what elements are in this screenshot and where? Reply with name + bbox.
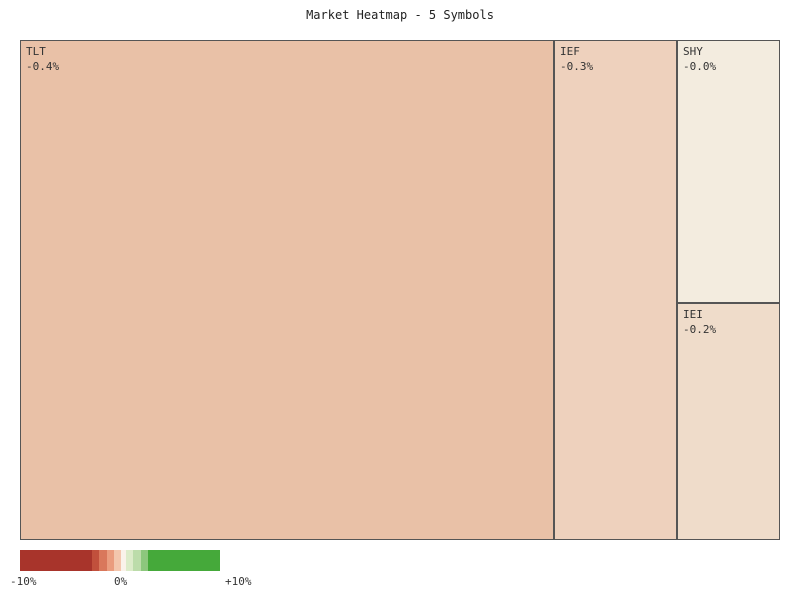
color-scale-legend xyxy=(20,550,221,571)
tile-symbol: SHY xyxy=(683,45,703,58)
legend-mid-label: 0% xyxy=(114,575,128,588)
legend-color-stop xyxy=(106,550,114,571)
legend-color-stop xyxy=(113,550,122,571)
legend-color-stop xyxy=(126,550,134,571)
legend-color-stop xyxy=(147,550,221,571)
legend-color-stop xyxy=(140,550,148,571)
tile-symbol: IEF xyxy=(560,45,580,58)
tile-shy[interactable]: SHY -0.0% xyxy=(677,40,780,303)
tile-symbol: TLT xyxy=(26,45,46,58)
tile-ief[interactable]: IEF -0.3% xyxy=(554,40,677,540)
tile-change: -0.4% xyxy=(26,60,60,73)
tile-change: -0.3% xyxy=(560,60,594,73)
legend-color-stop xyxy=(20,550,93,571)
legend-max-label: +10% xyxy=(225,575,252,588)
tile-change: -0.0% xyxy=(683,60,717,73)
tile-iei[interactable]: IEI -0.2% xyxy=(677,303,780,540)
legend-color-stop xyxy=(99,550,107,571)
legend-color-stop xyxy=(133,550,141,571)
legend-color-stop xyxy=(121,550,127,571)
chart-title: Market Heatmap - 5 Symbols xyxy=(306,8,494,22)
legend-color-stop xyxy=(92,550,100,571)
tile-tlt[interactable]: TLT -0.4% xyxy=(20,40,554,540)
tile-symbol: IEI xyxy=(683,308,703,321)
tile-change: -0.2% xyxy=(683,323,717,336)
treemap: TLT -0.4% IEF -0.3% SHY -0.0% IEI -0.2% xyxy=(20,40,780,540)
legend-min-label: -10% xyxy=(10,575,37,588)
